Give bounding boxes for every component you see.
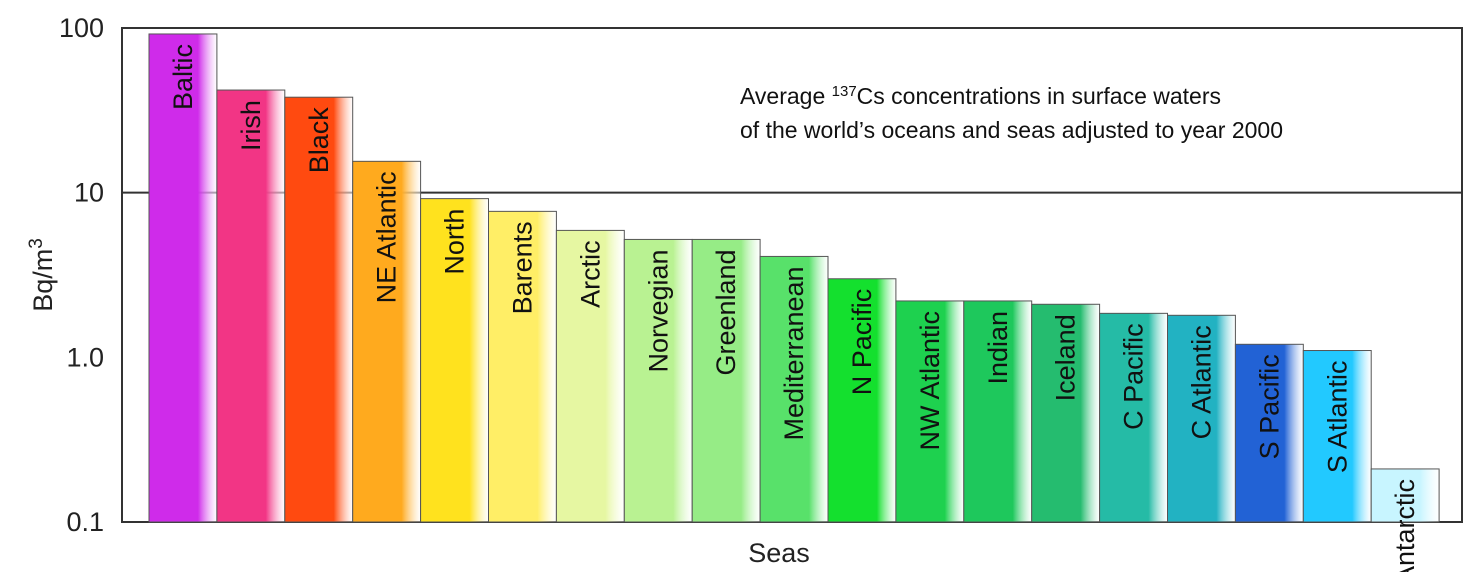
bar-mediterranean (759, 255, 829, 523)
y-axis-label: Bq/m3 (26, 238, 59, 312)
bar-irish (216, 89, 286, 523)
annotation-line-1-suffix: Cs concentrations in surface waters (857, 83, 1221, 109)
bar-label-antarctic: Antarctic (1390, 479, 1420, 572)
bar-label-barents: Barents (507, 221, 537, 314)
y-tick-label-3: 100 (59, 13, 104, 43)
bar-arctic (555, 229, 625, 523)
y-axis-label-text: Bq/m (28, 249, 58, 312)
bar-greenland (691, 238, 761, 523)
bar-barents (488, 210, 557, 523)
bar-label-north: North (440, 209, 470, 275)
bar-c-atlantic (1167, 314, 1236, 523)
bar-c-pacific (1099, 312, 1168, 523)
bar-label-norvegian: Norvegian (643, 249, 673, 372)
annotation-isotope-sup: 137 (832, 83, 857, 100)
bar-label-greenland: Greenland (711, 249, 741, 375)
bar-label-n-pacific: N Pacific (847, 289, 877, 396)
bar-indian (963, 300, 1033, 523)
bar-norvegian (623, 238, 693, 523)
bar-nw-atlantic (895, 300, 965, 523)
bar-s-atlantic (1302, 350, 1372, 523)
bar-antarctic (1370, 468, 1440, 523)
bar-label-s-pacific: S Pacific (1254, 354, 1284, 459)
y-tick-label-2: 10 (74, 178, 104, 208)
x-axis-label: Seas (748, 538, 810, 568)
y-tick-label-1: 1.0 (66, 342, 104, 372)
bar-label-mediterranean: Mediterranean (779, 266, 809, 440)
y-tick-labels: 0.1 1.0 10 100 (59, 13, 104, 537)
bar-label-indian: Indian (983, 311, 1013, 385)
bar-label-nw-atlantic: NW Atlantic (915, 311, 945, 451)
bar-labels: Baltic Irish Black NE Atlantic North Barents A… (168, 44, 1420, 572)
bar-label-baltic: Baltic (168, 44, 198, 110)
bar-label-s-atlantic: S Atlantic (1322, 361, 1352, 474)
bar-north (420, 198, 490, 523)
annotation-line-1-prefix: Average (740, 83, 832, 109)
bar-label-iceland: Iceland (1051, 314, 1081, 401)
bar-iceland (1031, 303, 1101, 523)
y-tick-label-0: 0.1 (66, 507, 104, 537)
bar-label-irish: Irish (236, 100, 266, 151)
bar-label-arctic: Arctic (575, 240, 605, 308)
bar-label-black: Black (304, 107, 334, 174)
bar-baltic (148, 33, 218, 523)
bar-black (284, 96, 354, 523)
y-axis-label-sup: 3 (26, 238, 47, 249)
annotation-line-2: of the world’s oceans and seas adjusted … (740, 117, 1283, 143)
annotation-line-1: Average 137Cs concentrations in surface … (740, 83, 1221, 110)
bar-label-c-atlantic: C Atlantic (1186, 325, 1216, 439)
bar-label-c-pacific: C Pacific (1119, 323, 1149, 430)
bar-n-pacific (827, 278, 897, 523)
bar-s-pacific (1234, 343, 1304, 523)
bars (148, 33, 1440, 523)
bar-label-ne-atlantic: NE Atlantic (372, 171, 402, 303)
